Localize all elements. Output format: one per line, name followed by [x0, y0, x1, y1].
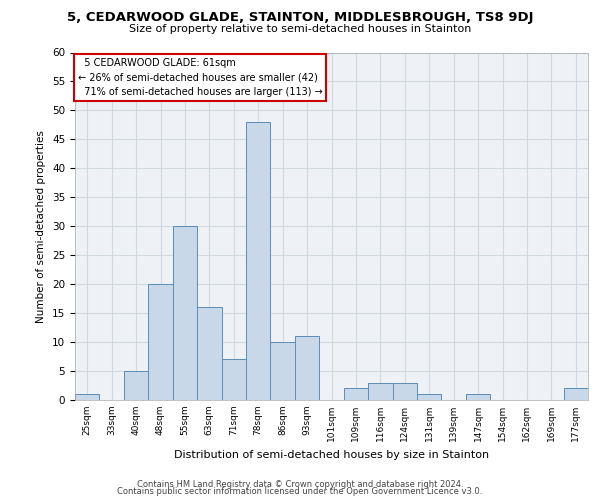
- Text: 5, CEDARWOOD GLADE, STAINTON, MIDDLESBROUGH, TS8 9DJ: 5, CEDARWOOD GLADE, STAINTON, MIDDLESBRO…: [67, 11, 533, 24]
- Bar: [148, 284, 173, 400]
- Bar: [124, 371, 148, 400]
- Bar: [221, 360, 246, 400]
- Bar: [466, 394, 490, 400]
- Text: Contains HM Land Registry data © Crown copyright and database right 2024.: Contains HM Land Registry data © Crown c…: [137, 480, 463, 489]
- Y-axis label: Number of semi-detached properties: Number of semi-detached properties: [37, 130, 46, 322]
- Bar: [173, 226, 197, 400]
- Bar: [563, 388, 588, 400]
- Text: Contains public sector information licensed under the Open Government Licence v3: Contains public sector information licen…: [118, 488, 482, 496]
- Text: Size of property relative to semi-detached houses in Stainton: Size of property relative to semi-detach…: [129, 24, 471, 34]
- Bar: [271, 342, 295, 400]
- Bar: [417, 394, 442, 400]
- Bar: [392, 382, 417, 400]
- Text: 5 CEDARWOOD GLADE: 61sqm
← 26% of semi-detached houses are smaller (42)
  71% of: 5 CEDARWOOD GLADE: 61sqm ← 26% of semi-d…: [77, 58, 322, 98]
- Bar: [75, 394, 100, 400]
- X-axis label: Distribution of semi-detached houses by size in Stainton: Distribution of semi-detached houses by …: [174, 450, 489, 460]
- Bar: [197, 308, 221, 400]
- Bar: [344, 388, 368, 400]
- Bar: [246, 122, 271, 400]
- Bar: [368, 382, 392, 400]
- Bar: [295, 336, 319, 400]
